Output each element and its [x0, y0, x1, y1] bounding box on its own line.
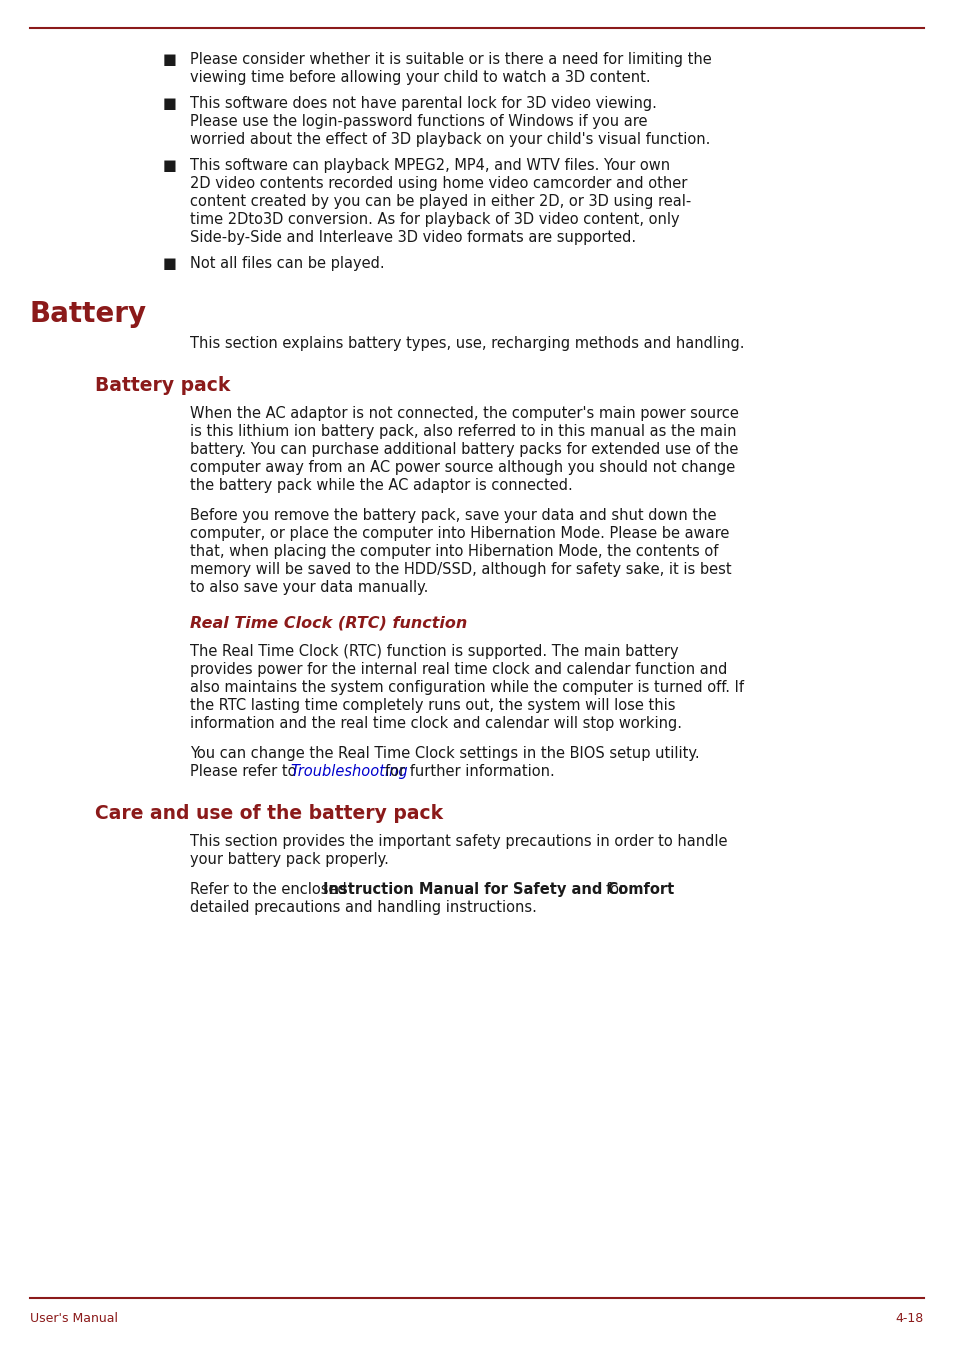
Text: Please refer to: Please refer to [190, 764, 301, 779]
Text: ■: ■ [163, 157, 176, 174]
Text: battery. You can purchase additional battery packs for extended use of the: battery. You can purchase additional bat… [190, 443, 738, 457]
Text: that, when placing the computer into Hibernation Mode, the contents of: that, when placing the computer into Hib… [190, 543, 718, 560]
Text: provides power for the internal real time clock and calendar function and: provides power for the internal real tim… [190, 662, 726, 677]
Text: for: for [605, 882, 625, 897]
Text: ■: ■ [163, 256, 176, 270]
Text: computer, or place the computer into Hibernation Mode. Please be aware: computer, or place the computer into Hib… [190, 526, 729, 541]
Text: is this lithium ion battery pack, also referred to in this manual as the main: is this lithium ion battery pack, also r… [190, 424, 736, 438]
Text: You can change the Real Time Clock settings in the BIOS setup utility.: You can change the Real Time Clock setti… [190, 746, 699, 761]
Text: ■: ■ [163, 52, 176, 67]
Text: When the AC adaptor is not connected, the computer's main power source: When the AC adaptor is not connected, th… [190, 406, 739, 421]
Text: content created by you can be played in either 2D, or 3D using real-: content created by you can be played in … [190, 194, 691, 208]
Text: detailed precautions and handling instructions.: detailed precautions and handling instru… [190, 900, 537, 915]
Text: Side-by-Side and Interleave 3D video formats are supported.: Side-by-Side and Interleave 3D video for… [190, 230, 636, 245]
Text: This section explains battery types, use, recharging methods and handling.: This section explains battery types, use… [190, 336, 743, 351]
Text: Not all files can be played.: Not all files can be played. [190, 256, 384, 270]
Text: worried about the effect of 3D playback on your child's visual function.: worried about the effect of 3D playback … [190, 132, 710, 147]
Text: information and the real time clock and calendar will stop working.: information and the real time clock and … [190, 716, 681, 730]
Text: User's Manual: User's Manual [30, 1311, 118, 1325]
Text: Please use the login-password functions of Windows if you are: Please use the login-password functions … [190, 114, 647, 129]
Text: Battery: Battery [30, 300, 147, 328]
Text: This software does not have parental lock for 3D video viewing.: This software does not have parental loc… [190, 95, 657, 112]
Text: Troubleshooting: Troubleshooting [290, 764, 407, 779]
Text: This software can playback MPEG2, MP4, and WTV files. Your own: This software can playback MPEG2, MP4, a… [190, 157, 669, 174]
Text: Real Time Clock (RTC) function: Real Time Clock (RTC) function [190, 616, 467, 631]
Text: Battery pack: Battery pack [95, 377, 230, 395]
Text: time 2Dto3D conversion. As for playback of 3D video content, only: time 2Dto3D conversion. As for playback … [190, 213, 679, 227]
Text: also maintains the system configuration while the computer is turned off. If: also maintains the system configuration … [190, 681, 743, 695]
Text: to also save your data manually.: to also save your data manually. [190, 580, 428, 594]
Text: the RTC lasting time completely runs out, the system will lose this: the RTC lasting time completely runs out… [190, 698, 675, 713]
Text: computer away from an AC power source although you should not change: computer away from an AC power source al… [190, 460, 735, 475]
Text: Please consider whether it is suitable or is there a need for limiting the: Please consider whether it is suitable o… [190, 52, 711, 67]
Text: This section provides the important safety precautions in order to handle: This section provides the important safe… [190, 834, 727, 849]
Text: 2D video contents recorded using home video camcorder and other: 2D video contents recorded using home vi… [190, 176, 687, 191]
Text: Instruction Manual for Safety and Comfort: Instruction Manual for Safety and Comfor… [323, 882, 674, 897]
Text: viewing time before allowing your child to watch a 3D content.: viewing time before allowing your child … [190, 70, 650, 85]
Text: ■: ■ [163, 95, 176, 112]
Text: Care and use of the battery pack: Care and use of the battery pack [95, 804, 442, 823]
Text: memory will be saved to the HDD/SSD, although for safety sake, it is best: memory will be saved to the HDD/SSD, alt… [190, 562, 731, 577]
Text: Before you remove the battery pack, save your data and shut down the: Before you remove the battery pack, save… [190, 508, 716, 523]
Text: 4-18: 4-18 [895, 1311, 923, 1325]
Text: the battery pack while the AC adaptor is connected.: the battery pack while the AC adaptor is… [190, 477, 572, 494]
Text: for further information.: for further information. [385, 764, 554, 779]
Text: Refer to the enclosed: Refer to the enclosed [190, 882, 351, 897]
Text: The Real Time Clock (RTC) function is supported. The main battery: The Real Time Clock (RTC) function is su… [190, 644, 678, 659]
Text: your battery pack properly.: your battery pack properly. [190, 851, 389, 868]
